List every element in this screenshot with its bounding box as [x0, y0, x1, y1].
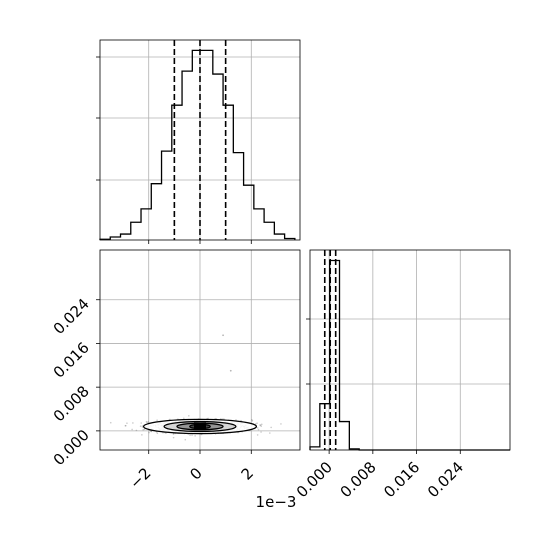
sample-point [280, 423, 282, 425]
x-tick-label: 0.008 [337, 458, 380, 501]
sample-point [124, 424, 127, 427]
sample-point [132, 422, 134, 424]
histogram-step [99, 49, 296, 240]
sample-point [222, 418, 224, 420]
sample-point [257, 428, 260, 431]
sample-point [260, 423, 263, 426]
sample-point [235, 419, 237, 421]
y-tick-label: 0.000 [50, 426, 93, 469]
x-tick-label: −2 [126, 464, 154, 492]
sample-point [143, 428, 146, 431]
sample-point [259, 424, 262, 427]
sample-point [172, 436, 175, 439]
sample-point [150, 430, 152, 433]
sample-point [172, 433, 175, 435]
sample-point [256, 422, 258, 425]
sample-point [126, 422, 128, 424]
sample-point [139, 425, 142, 428]
sample-point [140, 422, 143, 424]
sample-point [148, 431, 150, 434]
x-tick-label: 2 [238, 464, 257, 483]
sample-point [141, 434, 143, 436]
sample-point [260, 431, 262, 433]
sample-point [142, 428, 144, 431]
sample-point [251, 419, 254, 422]
sample-point [145, 420, 148, 423]
sample-point [188, 414, 190, 417]
sample-point [131, 428, 133, 431]
panel-x1-hist [96, 39, 301, 244]
sample-point [191, 434, 193, 436]
sample-point [135, 429, 138, 432]
axes-frame [309, 249, 511, 451]
sample-point [194, 435, 196, 437]
sample-point [260, 425, 262, 427]
sample-point [256, 426, 259, 429]
sample-point [270, 426, 272, 429]
sample-point [183, 417, 185, 420]
sample-point [189, 434, 191, 436]
sample-point [156, 419, 158, 422]
sample-point [147, 421, 150, 423]
sample-point [222, 334, 224, 337]
y-tick-label: 0.008 [50, 382, 93, 425]
x-tick-label: 0 [186, 464, 205, 483]
y-tick-label: 0.016 [50, 339, 93, 382]
sample-point [156, 432, 159, 435]
sample-point [269, 432, 271, 434]
sample-point [109, 421, 112, 424]
panel-x2-hist: 0.000 0.008 0.016 0.024 [293, 249, 511, 501]
sample-point [169, 418, 171, 421]
sample-point [254, 423, 257, 425]
sample-point [124, 424, 127, 427]
density-peak [194, 422, 206, 430]
sample-point [251, 419, 253, 421]
sample-point [259, 424, 261, 426]
x-tick-label: 0.000 [293, 458, 336, 501]
sample-point [141, 425, 144, 427]
sample-point [150, 430, 153, 433]
histogram-step [309, 259, 510, 451]
sample-point [256, 434, 259, 436]
sample-point [229, 369, 232, 372]
sample-point [146, 421, 148, 424]
y-tick-label: 0.024 [50, 295, 93, 338]
sample-point [184, 438, 187, 441]
x-tick-label: 0.016 [380, 458, 423, 501]
x-tick-label: 0.024 [424, 458, 467, 501]
x-offset-label: 1e−3 [256, 493, 297, 511]
